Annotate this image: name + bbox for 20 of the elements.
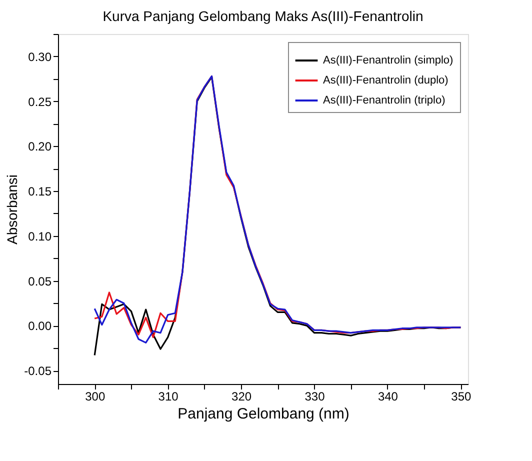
y-tick-label: 0.15	[28, 184, 52, 199]
x-tick-label: 340	[378, 390, 398, 404]
x-tick-label: 300	[85, 390, 106, 404]
x-tick-label: 350	[451, 390, 472, 404]
legend-label: As(III)-Fenantrolin (duplo)	[323, 74, 448, 86]
y-tick-label: 0.00	[28, 319, 52, 334]
legend-label: As(III)-Fenantrolin (simplo)	[323, 54, 454, 66]
legend-label: As(III)-Fenantrolin (triplo)	[323, 94, 446, 106]
y-tick-label: -0.05	[24, 364, 52, 378]
y-tick-label: 0.20	[28, 140, 52, 154]
x-tick-label: 320	[232, 390, 252, 404]
y-tick-label: 0.25	[28, 94, 52, 109]
y-tick-label: 0.30	[28, 50, 52, 64]
x-axis-title: Panjang Gelombang (nm)	[178, 406, 350, 422]
y-tick-label: 0.05	[28, 274, 52, 288]
chart-title: Kurva Panjang Gelombang Maks As(III)-Fenantrolin	[102, 8, 424, 24]
x-tick-label: 310	[158, 390, 179, 404]
x-tick-label: 330	[304, 390, 326, 404]
y-tick-label: 0.10	[28, 229, 52, 244]
y-axis-title: Absorbansi	[4, 174, 20, 245]
